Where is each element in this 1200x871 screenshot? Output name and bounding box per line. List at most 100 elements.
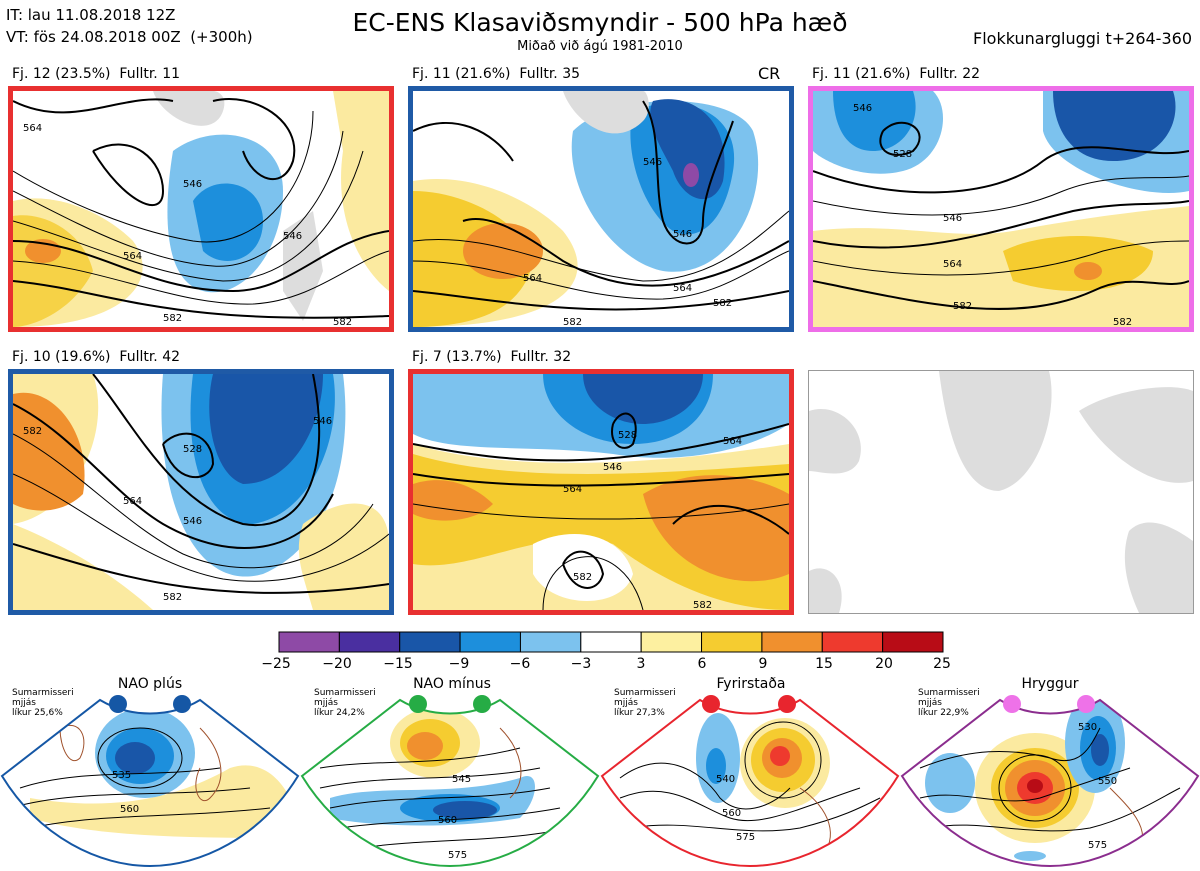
colorbar-swatch — [338, 631, 401, 653]
regime-dot-ridge — [1077, 695, 1095, 713]
colorbar-swatch — [640, 631, 703, 653]
regime-title-nao-minus: NAO mínus — [413, 676, 491, 692]
colorbar-tick: −15 — [383, 656, 413, 672]
contour-label: 564 — [943, 259, 962, 270]
regime-note-4: Sumarmisseri mjjás líkur 22,9% — [918, 688, 980, 718]
contour-label: 582 — [163, 592, 182, 603]
note-months: mjjás — [12, 698, 36, 708]
empty-map-panel — [808, 370, 1194, 614]
colorbar-swatch — [278, 631, 340, 653]
colorbar-swatch — [761, 631, 823, 653]
contour-label: 582 — [693, 600, 712, 610]
anomaly-colorbar — [278, 631, 944, 653]
regime-maps: 535 560 545 560 575 540 560 575 — [0, 695, 1200, 868]
panel-3-label: Fj. 11 (21.6%) Fulltr. 22 — [812, 66, 981, 82]
colorbar-tick: 3 — [636, 656, 646, 672]
cluster-map-1: 546 546 564 564 582 582 — [8, 86, 394, 332]
issue-time: IT: lau 11.08.2018 12Z — [6, 6, 176, 24]
cluster-map-5: 528 546 564 564 582 582 — [408, 369, 794, 615]
note-season: Sumarmisseri — [12, 688, 74, 698]
colorbar-swatch — [459, 631, 521, 653]
regime-contour-label: 560 — [120, 804, 139, 815]
contour-label: 564 — [123, 496, 142, 507]
regime-contour-label: 560 — [722, 808, 741, 819]
contour-label: 546 — [283, 231, 302, 242]
note-probability: líkur 27,3% — [614, 708, 665, 718]
page-subtitle: Miðað við ágú 1981-2010 — [517, 39, 683, 54]
regime-contour-label: 575 — [736, 832, 755, 843]
colorbar-tick: −3 — [570, 656, 592, 672]
contour-label: 564 — [723, 436, 742, 447]
regime-dot-nao-plus — [173, 695, 191, 713]
contour-label: 528 — [618, 430, 637, 441]
colorbar-swatch — [580, 631, 642, 653]
regime-title-nao-plus: NAO plús — [117, 676, 183, 692]
panel-2-cr-tag: CR — [758, 64, 781, 83]
contour-label: 546 — [313, 416, 332, 427]
regime-dot-ridge — [1003, 695, 1021, 713]
regime-contour-label: 550 — [1098, 776, 1117, 787]
note-months: mjjás — [614, 698, 638, 708]
regime-dot-nao-plus — [109, 695, 127, 713]
panel-1-label: Fj. 12 (23.5%) Fulltr. 11 — [12, 66, 181, 82]
colorbar-tick: 9 — [758, 656, 768, 672]
regime-dot-blocking — [778, 695, 796, 713]
regime-dot-nao-minus — [473, 695, 491, 713]
contour-label: 528 — [893, 149, 912, 160]
contour-label: 546 — [183, 179, 202, 190]
colorbar-tick: −9 — [448, 656, 470, 672]
contour-label: 582 — [333, 317, 352, 327]
contour-label: 582 — [1113, 317, 1132, 327]
regime-contour-label: 575 — [1088, 840, 1107, 851]
colorbar-tick: 6 — [697, 656, 707, 672]
colorbar-tick: −25 — [261, 656, 291, 672]
note-probability: líkur 22,9% — [918, 708, 969, 718]
colorbar-tick: 25 — [933, 656, 951, 672]
contour-label: 564 — [123, 251, 142, 262]
note-months: mjjás — [314, 698, 338, 708]
note-probability: líkur 24,2% — [314, 708, 365, 718]
valid-time: VT: fös 24.08.2018 00Z (+300h) — [6, 28, 253, 46]
note-months: mjjás — [918, 698, 942, 708]
classification-window: Flokkunargluggi t+264-360 — [973, 29, 1192, 48]
panel-5-label: Fj. 7 (13.7%) Fulltr. 32 — [412, 349, 572, 365]
colorbar-swatch — [821, 631, 884, 653]
contour-label: 546 — [673, 229, 692, 240]
note-probability: líkur 25,6% — [12, 708, 63, 718]
colorbar-tick: −20 — [322, 656, 352, 672]
contour-label: 582 — [713, 298, 732, 309]
colorbar-tick: 20 — [875, 656, 893, 672]
panel-4-label: Fj. 10 (19.6%) Fulltr. 42 — [12, 349, 181, 365]
colorbar-swatch — [701, 631, 763, 653]
contour-label: 582 — [953, 301, 972, 312]
colorbar-swatch — [399, 631, 461, 653]
contour-label: 582 — [573, 572, 592, 583]
contour-label: 528 — [183, 444, 202, 455]
regime-note-2: Sumarmisseri mjjás líkur 24,2% — [314, 688, 376, 718]
regime-note-3: Sumarmisseri mjjás líkur 27,3% — [614, 688, 676, 718]
colorbar-tick: −6 — [509, 656, 531, 672]
regime-dot-blocking — [702, 695, 720, 713]
regime-contour-label: 545 — [452, 774, 471, 785]
regime-title-blocking: Fyrirstaða — [716, 676, 786, 692]
regime-contour-label: 575 — [448, 850, 467, 861]
cluster-map-2: 546 546 564 564 582 582 — [408, 86, 794, 332]
cluster-map-4: 528 546 546 564 582 582 — [8, 369, 394, 615]
cluster-map-3: 546 546 528 564 582 582 — [808, 86, 1194, 332]
colorbar-swatch — [882, 631, 944, 653]
contour-label: 564 — [673, 283, 692, 294]
regime-contour-label: 535 — [112, 770, 131, 781]
regime-contour-label: 560 — [438, 815, 457, 826]
contour-label: 582 — [563, 317, 582, 327]
regime-contour-label: 540 — [716, 774, 735, 785]
regime-note-1: Sumarmisseri mjjás líkur 25,6% — [12, 688, 74, 718]
contour-label: 546 — [643, 157, 662, 168]
contour-label: 582 — [23, 426, 42, 437]
contour-label: 582 — [163, 313, 182, 324]
contour-label: 546 — [943, 213, 962, 224]
colorbar-tick: 15 — [815, 656, 833, 672]
colorbar-swatch — [519, 631, 582, 653]
contour-label: 564 — [23, 123, 42, 134]
contour-label: 546 — [853, 103, 872, 114]
regime-contour-label: 530 — [1078, 722, 1097, 733]
